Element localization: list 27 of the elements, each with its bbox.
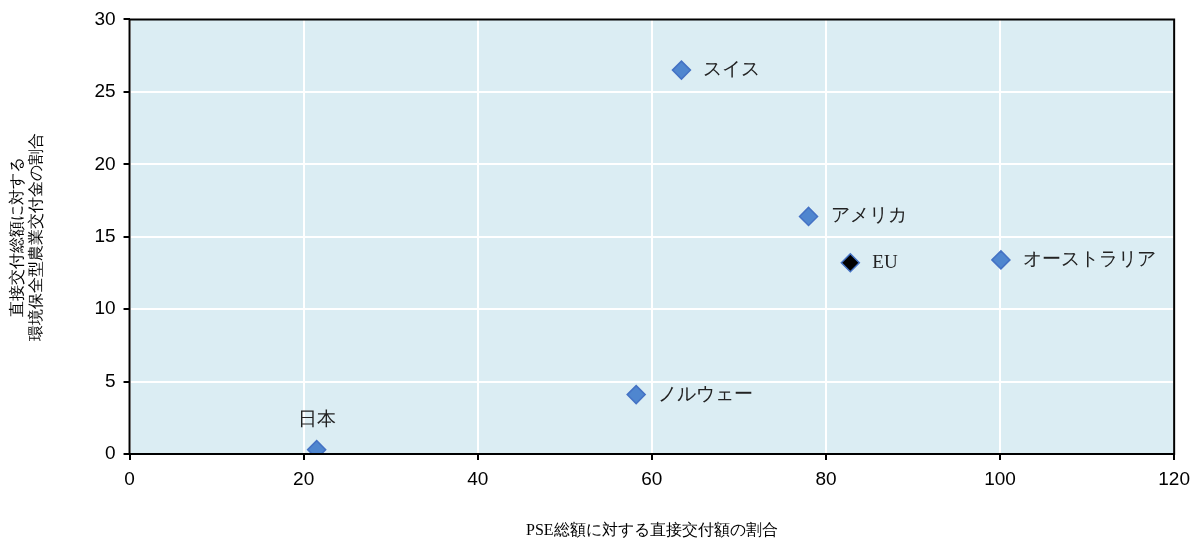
x-axis-title: PSE総額に対する直接交付額の割合: [526, 520, 778, 538]
annotation: オーストラリア: [1022, 247, 1156, 269]
y-axis-title: 直接交付総額に対する環境保全型農業交付金の割合: [7, 132, 44, 341]
y-tick-label: 15: [94, 224, 116, 246]
annotation: ノルウェー: [658, 382, 754, 404]
y-tick-label: 10: [94, 297, 116, 319]
y-tick-label: 25: [94, 80, 116, 102]
x-tick-label: 120: [1158, 467, 1190, 489]
x-tick-label: 0: [124, 467, 135, 489]
x-tick-label: 60: [641, 467, 663, 489]
y-tick-label: 5: [104, 369, 116, 391]
y-tick-label: 0: [104, 442, 116, 464]
point: [626, 384, 646, 405]
annotation: 日本: [297, 407, 336, 429]
x-tick-label: 80: [815, 467, 837, 489]
x-tick-label: 100: [984, 467, 1016, 489]
point: [798, 206, 819, 227]
annotation: スイス: [703, 58, 761, 80]
x-tick-label: 40: [467, 467, 489, 489]
annotation: EU: [872, 250, 898, 272]
y-tick-label: 20: [94, 152, 116, 174]
point: [840, 253, 861, 273]
annotation: アメリカ: [830, 204, 907, 226]
point: [671, 60, 692, 80]
y-tick-label: 30: [94, 7, 116, 29]
x-tick-label: 20: [293, 467, 315, 489]
point: [991, 250, 1011, 270]
